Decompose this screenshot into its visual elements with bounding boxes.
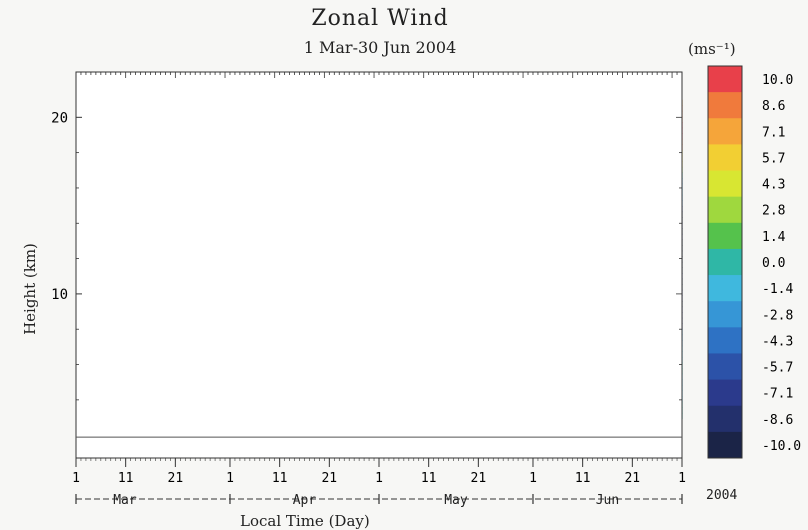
colorbar-unit: (ms⁻¹) — [688, 40, 736, 58]
colorbar-swatch — [708, 379, 742, 407]
month-label: Mar — [113, 493, 137, 508]
colorbar-label: -1.4 — [762, 282, 793, 297]
colorbar-swatch — [708, 170, 742, 198]
colorbar-label: -5.7 — [762, 361, 793, 376]
colorbar-swatch — [708, 405, 742, 433]
colorbar-label: 7.1 — [762, 125, 785, 140]
chart-subtitle: 1 Mar-30 Jun 2004 — [303, 38, 457, 57]
colorbar-swatch — [708, 327, 742, 354]
colorbar-swatch — [708, 301, 742, 328]
colorbar-label: 4.3 — [762, 178, 785, 193]
y-tick-label: 10 — [51, 287, 68, 303]
colorbar-label: -2.8 — [762, 308, 793, 323]
colorbar-label: -7.1 — [762, 387, 793, 402]
colorbar-frame — [707, 65, 743, 459]
colorbar-label: 5.7 — [762, 151, 785, 166]
colorbar-swatch — [708, 196, 742, 224]
colorbar-swatch — [708, 222, 742, 250]
x-tick-label: 11 — [575, 471, 591, 486]
x-tick-label: 11 — [421, 471, 437, 486]
plot-frame — [75, 71, 683, 459]
year-label: 2004 — [706, 488, 738, 503]
x-tick-label: 1 — [678, 471, 686, 486]
y-tick-label: 20 — [51, 110, 68, 126]
colorbar-swatch — [708, 144, 742, 172]
month-label: May — [444, 493, 468, 508]
x-tick-label: 11 — [118, 471, 134, 486]
colorbar-label: 8.6 — [762, 99, 785, 114]
x-tick-label: 1 — [226, 471, 234, 486]
x-tick-label: 21 — [624, 471, 640, 486]
colorbar-swatch — [708, 248, 742, 276]
month-label: Apr — [293, 493, 317, 508]
colorbar-swatch — [708, 92, 742, 119]
x-tick-label: 21 — [168, 471, 184, 486]
colorbar-label: -4.3 — [762, 334, 793, 349]
colorbar-label: 0.0 — [762, 256, 785, 271]
colorbar-swatch — [708, 118, 742, 145]
colorbar-label: 1.4 — [762, 230, 786, 245]
colorbar-label: 10.0 — [762, 73, 793, 88]
colorbar-swatch — [708, 275, 742, 302]
colorbar-swatch — [708, 431, 742, 459]
colorbar-swatch — [708, 66, 742, 93]
colorbar-label: -10.0 — [762, 439, 801, 454]
colorbar-swatch — [708, 353, 742, 381]
x-axis-label: Local Time (Day) — [240, 512, 370, 530]
x-tick-label: 21 — [471, 471, 487, 486]
month-label: Jun — [596, 493, 619, 508]
colorbar-label: 2.8 — [762, 204, 785, 219]
x-tick-label: 1 — [72, 471, 80, 486]
chart-title: Zonal Wind — [311, 6, 449, 31]
x-tick-label: 11 — [272, 471, 288, 486]
colorbar-label: -8.6 — [762, 413, 793, 428]
x-tick-label: 21 — [321, 471, 337, 486]
x-tick-label: 1 — [529, 471, 537, 486]
x-tick-label: 1 — [375, 471, 383, 486]
